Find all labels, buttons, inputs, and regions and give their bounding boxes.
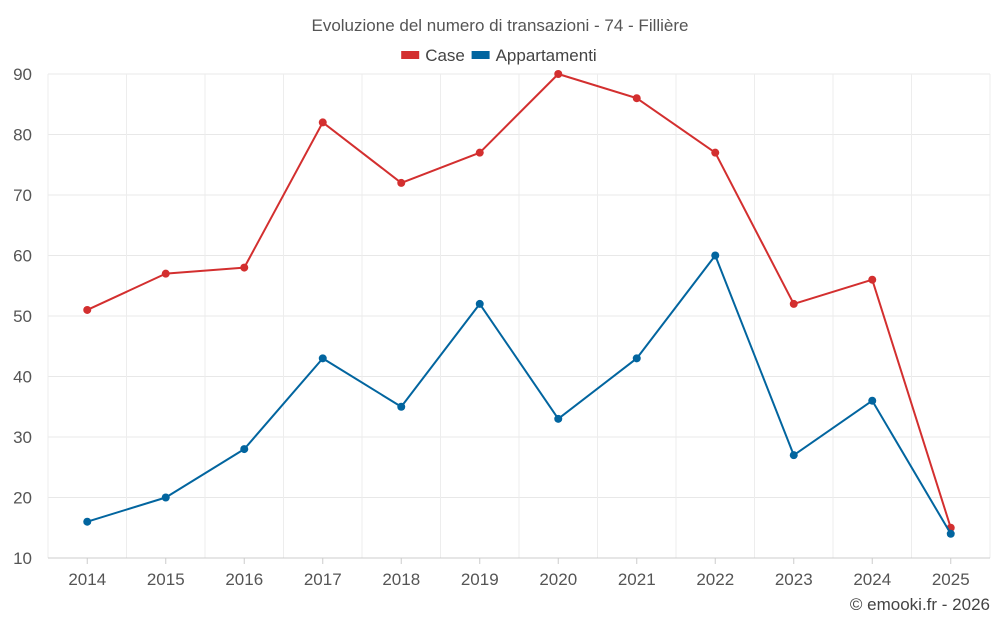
x-tick-label: 2019 xyxy=(461,570,499,589)
y-tick-label: 30 xyxy=(13,428,32,447)
x-tick-label: 2022 xyxy=(696,570,734,589)
legend-swatch xyxy=(471,51,490,59)
data-point[interactable] xyxy=(946,529,955,538)
data-point[interactable] xyxy=(318,118,327,127)
y-tick-label: 90 xyxy=(13,65,32,84)
x-tick-label: 2021 xyxy=(618,570,656,589)
x-tick-label: 2016 xyxy=(225,570,263,589)
data-point[interactable] xyxy=(161,269,170,278)
data-point[interactable] xyxy=(632,94,641,103)
series-group xyxy=(83,70,955,538)
legend: Case Appartamenti xyxy=(401,46,597,65)
data-point[interactable] xyxy=(789,451,798,460)
series-line xyxy=(86,73,952,529)
y-tick-label: 80 xyxy=(13,126,32,145)
data-point[interactable] xyxy=(397,178,406,187)
data-point[interactable] xyxy=(868,396,877,405)
legend-item-appartamenti[interactable]: Appartamenti xyxy=(471,46,597,65)
data-point[interactable] xyxy=(632,354,641,363)
y-tick-label: 50 xyxy=(13,307,32,326)
series-case xyxy=(83,70,955,532)
data-point[interactable] xyxy=(475,148,484,157)
y-tick-label: 40 xyxy=(13,368,32,387)
legend-swatch xyxy=(401,51,420,59)
x-tick-label: 2024 xyxy=(853,570,891,589)
grid xyxy=(47,73,991,559)
data-point[interactable] xyxy=(554,414,563,423)
legend-label: Appartamenti xyxy=(496,46,597,65)
data-point[interactable] xyxy=(868,275,877,284)
data-point[interactable] xyxy=(240,263,249,272)
series-appartamenti xyxy=(83,251,955,538)
data-point[interactable] xyxy=(318,354,327,363)
data-point[interactable] xyxy=(554,70,563,78)
credit-text: © emooki.fr - 2026 xyxy=(850,595,990,614)
data-point[interactable] xyxy=(711,148,720,157)
data-point[interactable] xyxy=(711,251,720,260)
y-axis: 10 20 30 40 50 60 70 80 90 xyxy=(13,65,32,568)
data-point[interactable] xyxy=(83,305,92,314)
data-point[interactable] xyxy=(397,402,406,411)
chart-title: Evoluzione del numero di transazioni - 7… xyxy=(311,16,688,35)
x-tick-label: 2018 xyxy=(382,570,420,589)
data-point[interactable] xyxy=(161,493,170,502)
y-tick-label: 60 xyxy=(13,247,32,266)
data-point[interactable] xyxy=(475,299,484,308)
x-tick-label: 2025 xyxy=(932,570,970,589)
x-tick-label: 2023 xyxy=(775,570,813,589)
y-tick-label: 10 xyxy=(13,549,32,568)
x-tick-label: 2020 xyxy=(539,570,577,589)
x-tick-label: 2014 xyxy=(68,570,106,589)
y-tick-label: 70 xyxy=(13,186,32,205)
y-tick-label: 20 xyxy=(13,489,32,508)
data-point[interactable] xyxy=(83,517,92,526)
legend-label: Case xyxy=(425,46,465,65)
x-axis: 2014 2015 2016 2017 2018 2019 2020 2021 2022 2023… xyxy=(48,557,990,589)
legend-item-case[interactable]: Case xyxy=(401,46,465,65)
data-point[interactable] xyxy=(789,299,798,308)
x-tick-label: 2015 xyxy=(147,570,185,589)
series-line xyxy=(86,254,952,535)
x-tick-label: 2017 xyxy=(304,570,342,589)
data-point[interactable] xyxy=(240,445,249,454)
